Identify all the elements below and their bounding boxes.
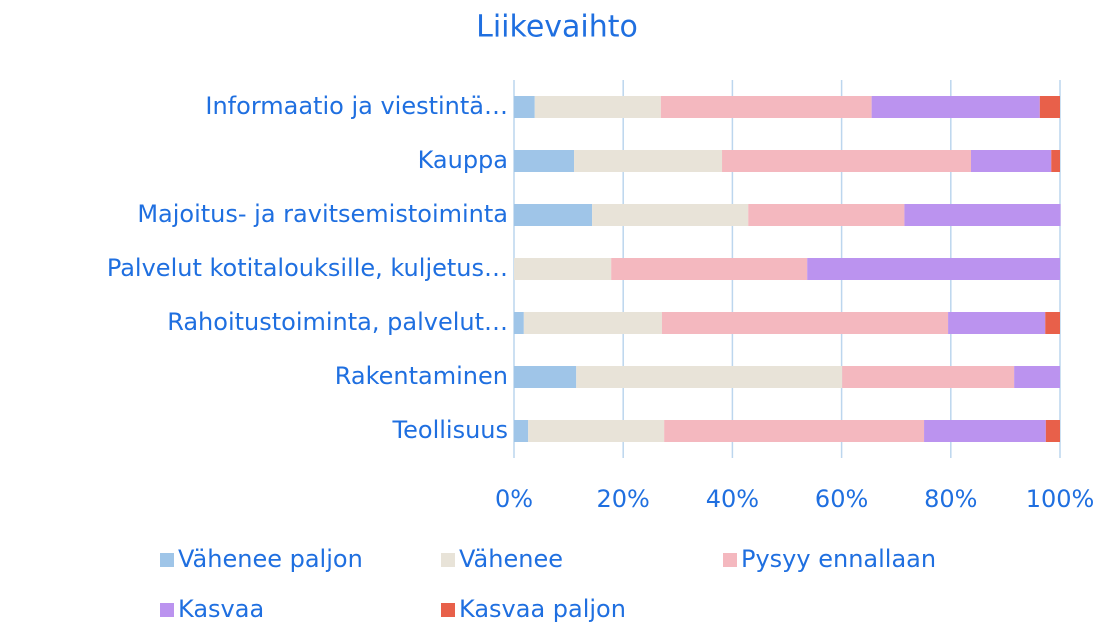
bar-segment [514, 258, 612, 280]
bar-segment [748, 204, 905, 226]
x-tick-label: 80% [924, 485, 977, 513]
y-tick-label: Palvelut kotitalouksille, kuljetus… [107, 254, 508, 282]
bar-segment [842, 366, 1015, 388]
y-tick-label: Rakentaminen [335, 362, 508, 390]
bar-segment [576, 366, 843, 388]
x-tick-label: 60% [815, 485, 868, 513]
y-tick-label: Informaatio ja viestintä… [205, 92, 508, 120]
chart-title: Liikevaihto [476, 10, 638, 45]
bar-segment [661, 312, 949, 334]
legend-label: Pysyy ennallaan [741, 545, 936, 573]
bar-segment [904, 204, 1061, 226]
legend-swatch [441, 553, 455, 567]
bar-segment [514, 204, 593, 226]
x-tick-label: 20% [597, 485, 650, 513]
legend-label: Kasvaa [178, 595, 264, 623]
bar-segment [611, 258, 808, 280]
bar-segment [592, 204, 749, 226]
bar-segment [871, 96, 1040, 118]
y-tick-label: Teollisuus [392, 416, 508, 444]
bar-segment [1045, 420, 1060, 442]
bar-segment [807, 258, 1060, 280]
bar-segment [924, 420, 1046, 442]
bar-segment [1039, 96, 1060, 118]
bar-segment [660, 96, 872, 118]
bar-segment [514, 96, 535, 118]
bar-segment [1014, 366, 1060, 388]
bar-segment [948, 312, 1046, 334]
bar-segment [971, 150, 1052, 172]
legend-swatch [160, 603, 174, 617]
bar-segment [523, 312, 662, 334]
bar-segment [528, 420, 665, 442]
y-tick-label: Majoitus- ja ravitsemistoiminta [137, 200, 508, 228]
bar-segment [514, 312, 524, 334]
x-tick-label: 100% [1026, 485, 1095, 513]
bar-segment [664, 420, 925, 442]
x-tick-label: 0% [495, 485, 533, 513]
legend-label: Vähenee [459, 545, 563, 573]
bar-segment [534, 96, 661, 118]
legend-label: Vähenee paljon [178, 545, 363, 573]
legend-swatch [723, 553, 737, 567]
legend-swatch [441, 603, 455, 617]
y-tick-label: Kauppa [418, 146, 508, 174]
bar-segment [514, 420, 529, 442]
legend-label: Kasvaa paljon [459, 595, 626, 623]
x-tick-label: 40% [706, 485, 759, 513]
bar-segment [1045, 312, 1060, 334]
bar-segment [514, 150, 575, 172]
bar-segment [722, 150, 972, 172]
bar-segment [1051, 150, 1060, 172]
bar-segment [574, 150, 723, 172]
bar-segment [514, 366, 577, 388]
legend-swatch [160, 553, 174, 567]
y-tick-label: Rahoitustoiminta, palvelut… [167, 308, 508, 336]
